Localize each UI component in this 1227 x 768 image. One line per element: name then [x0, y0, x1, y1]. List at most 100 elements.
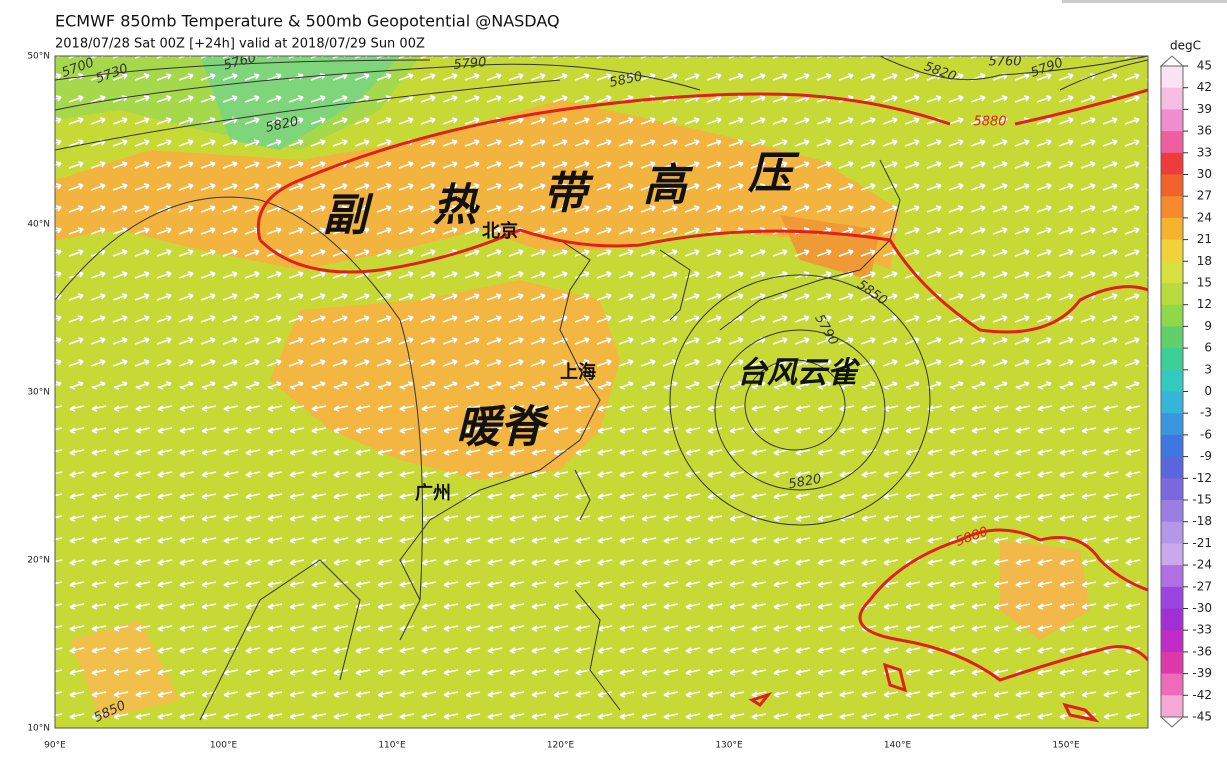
colorbar-segment	[1161, 304, 1183, 327]
lon-label: 100°E	[210, 741, 238, 751]
colorbar-segment	[1161, 543, 1183, 566]
colorbar-segment	[1161, 261, 1183, 284]
colorbar-tick-label: -45	[1192, 710, 1212, 724]
colorbar-segment	[1161, 196, 1183, 219]
colorbar-segment	[1161, 630, 1183, 653]
colorbar-tick-label: -12	[1192, 471, 1212, 485]
lon-label: 140°E	[884, 741, 912, 751]
map-subtitle: 2018/07/28 Sat 00Z [+24h] valid at 2018/…	[55, 37, 425, 52]
colorbar-segment	[1161, 66, 1183, 89]
annotation: 暖脊	[456, 402, 550, 453]
colorbar-segment	[1161, 131, 1183, 154]
contour-label: 5790	[453, 55, 487, 73]
annotation: 台风云雀	[737, 356, 861, 391]
colorbar-tick-label: 24	[1197, 210, 1212, 224]
lon-label: 120°E	[547, 741, 575, 751]
colorbar-tick-label: -9	[1200, 449, 1212, 463]
colorbar-tick-label: 42	[1197, 80, 1212, 94]
colorbar-segment	[1161, 326, 1183, 349]
contour-5880	[256, 88, 1148, 723]
colorbar-tick-label: 0	[1204, 384, 1212, 398]
annotation-char: 压	[747, 148, 800, 199]
lat-label: 50°N	[27, 52, 50, 62]
contour-label: 5820	[787, 472, 822, 493]
colorbar-segment	[1161, 521, 1183, 544]
colorbar-tick-label: -33	[1192, 623, 1212, 637]
place-label: 北京	[482, 220, 518, 242]
lat-label: 40°N	[27, 220, 50, 230]
colorbar-tick-label: -24	[1192, 558, 1212, 572]
colorbar-tick-label: 30	[1197, 167, 1212, 181]
lat-label: 20°N	[27, 556, 50, 566]
colorbar-tick-label: -18	[1192, 514, 1212, 528]
colorbar-tick-label: -36	[1192, 644, 1212, 658]
colorbar-tick-label: -3	[1200, 406, 1212, 420]
colorbar-tick-label: 3	[1204, 362, 1212, 376]
colorbar-tick-label: 21	[1197, 232, 1212, 246]
colorbar-segment	[1161, 217, 1183, 241]
colorbar-segment	[1161, 239, 1183, 262]
colorbar-tick-label: -21	[1192, 536, 1212, 550]
colorbar-tick-label: 33	[1197, 145, 1212, 159]
colorbar-tick-label: 15	[1197, 276, 1212, 290]
colorbar-segment	[1161, 174, 1183, 197]
lon-label: 130°E	[715, 741, 743, 751]
colorbar-segment	[1161, 500, 1183, 523]
colorbar-tick-label: -6	[1200, 427, 1212, 441]
colorbar-segment	[1161, 456, 1183, 479]
colorbar-segment	[1161, 695, 1183, 718]
contour-label: 5820	[264, 114, 299, 136]
lon-label: 90°E	[44, 741, 66, 751]
colorbar-tick-label: 36	[1197, 124, 1212, 138]
annotation-char: 高	[643, 160, 694, 211]
map-frame	[54, 55, 1149, 729]
place-label: 广州	[415, 482, 451, 504]
colorbar-segment	[1161, 434, 1183, 458]
coastlines	[199, 159, 901, 721]
colorbar-segment	[1161, 152, 1183, 175]
colorbar-segment	[1161, 413, 1183, 436]
colorbar-segment	[1161, 391, 1183, 414]
colorbar-unit: degC	[1170, 39, 1201, 53]
colorbar-tick-label: -15	[1192, 493, 1212, 507]
annotation-char: 带	[543, 168, 594, 219]
wind-arrows	[55, 56, 1148, 386]
colorbar-segment	[1161, 348, 1183, 371]
colorbar-segment	[1161, 283, 1183, 306]
contour-label: 5760	[988, 55, 1021, 70]
contour-label: 5850	[608, 69, 643, 91]
colorbar-tick-label: 6	[1204, 341, 1212, 355]
lon-label: 150°E	[1052, 741, 1080, 751]
annotation-char: 副	[323, 190, 374, 241]
colorbar-tick-label: -27	[1192, 579, 1212, 593]
colorbar-tick-label: 45	[1197, 59, 1212, 73]
colorbar-tick-label: 27	[1197, 189, 1212, 203]
colorbar-tick-label: -39	[1192, 666, 1212, 680]
colorbar-tick-label: -30	[1192, 601, 1212, 615]
window-edge	[1062, 0, 1227, 3]
colorbar-segment	[1161, 673, 1183, 696]
colorbar-segment	[1161, 565, 1183, 588]
colorbar-tick-label: 39	[1197, 102, 1212, 116]
colorbar-segment	[1161, 478, 1183, 501]
place-label: 上海	[560, 361, 596, 383]
colorbar-tick-label: 12	[1197, 297, 1212, 311]
colorbar-tick-label: 18	[1197, 254, 1212, 268]
colorbar-segment	[1161, 651, 1183, 675]
colorbar-segment	[1161, 109, 1183, 132]
colorbar-cap	[1159, 716, 1185, 728]
wind-arrows	[55, 386, 1148, 728]
colorbar-tick-label: -42	[1192, 688, 1212, 702]
lat-label: 10°N	[27, 724, 50, 734]
colorbar-segment	[1161, 586, 1183, 609]
colorbar-tick-label: 9	[1204, 319, 1212, 333]
lat-label: 30°N	[27, 388, 50, 398]
lon-label: 110°E	[378, 741, 406, 751]
colorbar-segment	[1161, 608, 1183, 631]
contour-label: 5880	[973, 115, 1006, 130]
colorbar-segment	[1161, 87, 1183, 110]
colorbar-cap	[1159, 55, 1185, 67]
map-title: ECMWF 850mb Temperature & 500mb Geopoten…	[55, 12, 560, 31]
